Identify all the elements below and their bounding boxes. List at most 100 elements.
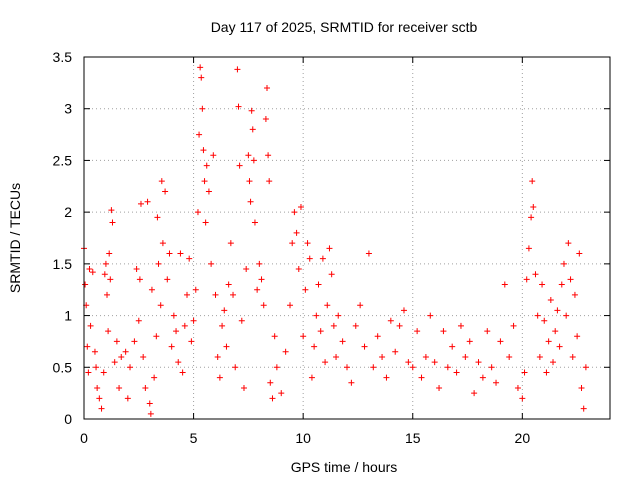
data-point-marker: [175, 359, 182, 366]
grid: [84, 57, 610, 419]
data-point-marker: [131, 338, 138, 345]
data-point-marker: [348, 379, 355, 386]
data-point-marker: [216, 374, 223, 381]
data-point-marker: [510, 322, 517, 329]
data-point-marker: [519, 395, 526, 402]
data-point-marker: [269, 395, 276, 402]
data-point-marker: [127, 364, 134, 371]
data-point-marker: [506, 353, 513, 360]
data-points: [81, 64, 589, 417]
data-point-marker: [271, 333, 278, 340]
y-tick-label: 2.5: [53, 152, 73, 168]
data-point-marker: [234, 66, 241, 73]
data-point-marker: [578, 384, 585, 391]
data-point-marker: [539, 281, 546, 288]
data-point-marker: [427, 312, 434, 319]
data-point-marker: [198, 74, 205, 81]
data-point-marker: [357, 302, 364, 309]
data-point-marker: [291, 209, 298, 216]
data-point-marker: [324, 302, 331, 309]
data-point-marker: [267, 379, 274, 386]
data-point-marker: [453, 369, 460, 376]
data-point-marker: [530, 203, 537, 210]
data-point-marker: [293, 229, 300, 236]
data-point-marker: [282, 348, 289, 355]
data-point-marker: [154, 214, 161, 221]
data-point-marker: [140, 353, 147, 360]
data-point-marker: [300, 333, 307, 340]
x-tick-label: 20: [515, 430, 531, 446]
data-point-marker: [302, 286, 309, 293]
data-point-marker: [108, 207, 115, 214]
data-point-marker: [248, 107, 255, 114]
data-point-marker: [168, 343, 175, 350]
data-point-marker: [387, 317, 394, 324]
data-point-marker: [287, 302, 294, 309]
data-point-marker: [466, 338, 473, 345]
data-point-marker: [210, 152, 217, 159]
data-point-marker: [501, 281, 508, 288]
data-point-marker: [457, 322, 464, 329]
data-point-marker: [102, 260, 109, 267]
data-point-marker: [534, 312, 541, 319]
data-point-marker: [525, 245, 532, 252]
data-point-marker: [124, 395, 131, 402]
axis-ticks: 0 0.5 1 1.5 2 2.5 3 3.5 0 5 10 15 20: [53, 49, 610, 446]
data-point-marker: [199, 105, 206, 112]
data-point-marker: [556, 343, 563, 350]
data-point-marker: [383, 374, 390, 381]
data-point-marker: [227, 240, 234, 247]
data-point-marker: [205, 188, 212, 195]
y-tick-label: 0.5: [53, 359, 73, 375]
data-point-marker: [304, 240, 311, 247]
data-point-marker: [96, 395, 103, 402]
data-point-marker: [101, 271, 108, 278]
data-point-marker: [265, 152, 272, 159]
data-point-marker: [488, 364, 495, 371]
y-axis-label: SRMTID / TECUs: [7, 183, 23, 293]
data-point-marker: [243, 266, 250, 273]
data-point-marker: [201, 178, 208, 185]
data-point-marker: [89, 269, 96, 276]
data-point-marker: [192, 286, 199, 293]
data-point-marker: [339, 338, 346, 345]
data-point-marker: [273, 364, 280, 371]
data-point-marker: [151, 374, 158, 381]
data-point-marker: [122, 348, 129, 355]
data-point-marker: [223, 343, 230, 350]
y-tick-label: 3.5: [53, 49, 73, 65]
data-point-marker: [153, 333, 160, 340]
data-point-marker: [558, 281, 565, 288]
data-point-marker: [560, 260, 567, 267]
data-point-marker: [414, 328, 421, 335]
data-point-marker: [295, 266, 302, 273]
data-point-marker: [246, 178, 253, 185]
data-point-marker: [440, 328, 447, 335]
y-tick-label: 2: [64, 204, 72, 220]
data-point-marker: [109, 219, 116, 226]
data-point-marker: [576, 250, 583, 257]
data-point-marker: [262, 116, 269, 123]
data-point-marker: [235, 103, 242, 110]
data-point-marker: [188, 338, 195, 345]
data-point-marker: [82, 281, 89, 288]
data-point-marker: [133, 266, 140, 273]
data-point-marker: [221, 307, 228, 314]
data-point-marker: [582, 364, 589, 371]
data-point-marker: [245, 152, 252, 159]
data-point-marker: [94, 384, 101, 391]
data-point-marker: [565, 240, 572, 247]
data-point-marker: [137, 200, 144, 207]
data-point-marker: [547, 297, 554, 304]
data-point-marker: [118, 353, 125, 360]
data-point-marker: [308, 374, 315, 381]
data-point-marker: [147, 410, 154, 417]
data-point-marker: [521, 369, 528, 376]
data-point-marker: [254, 286, 261, 293]
data-point-marker: [541, 317, 548, 324]
data-point-marker: [105, 328, 112, 335]
data-point-marker: [186, 255, 193, 262]
data-point-marker: [107, 276, 114, 283]
data-point-marker: [462, 353, 469, 360]
data-point-marker: [333, 353, 340, 360]
